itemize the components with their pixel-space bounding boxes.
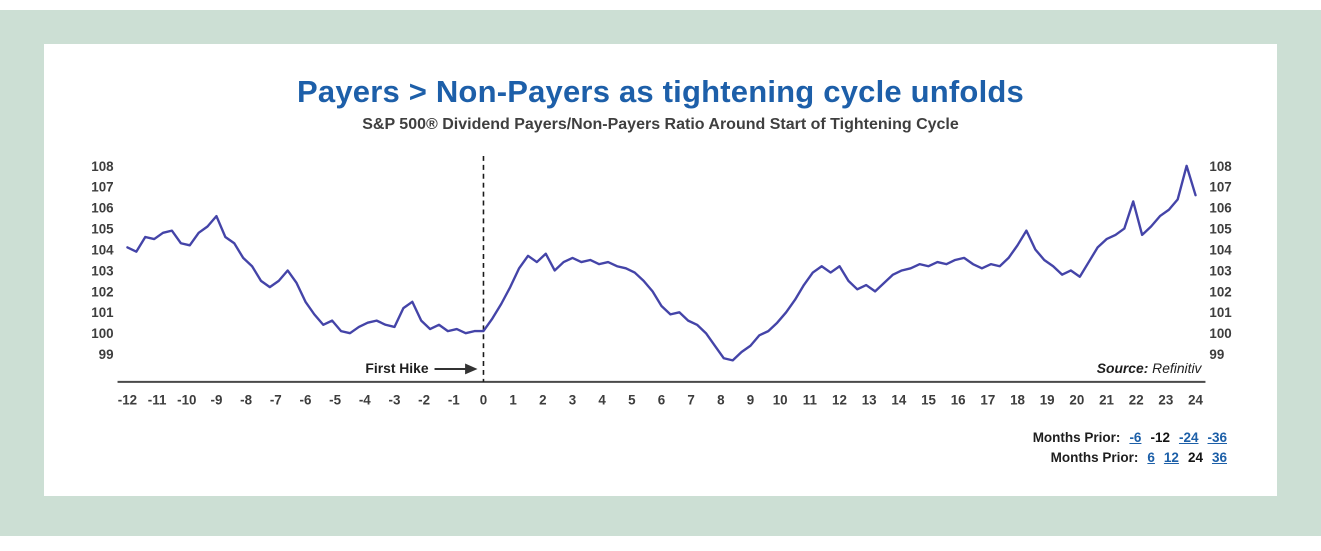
months-prior-label: Months Prior:: [1050, 449, 1139, 465]
x-axis-label: -10: [177, 393, 196, 408]
months-option-12[interactable]: 12: [1163, 449, 1179, 465]
x-axis-label: 10: [773, 393, 788, 408]
months-prior-label: Months Prior:: [1032, 429, 1121, 445]
x-axis-label: 3: [569, 393, 576, 408]
x-axis-label: -5: [329, 393, 341, 408]
y-axis-label-left: 103: [91, 263, 113, 278]
months-option-24: 24: [1187, 449, 1203, 465]
x-axis-label: -3: [389, 393, 401, 408]
x-axis-label: 20: [1069, 393, 1084, 408]
ratio-series-line: [126, 164, 1197, 362]
x-axis-label: 22: [1129, 393, 1144, 408]
months-option-6[interactable]: 6: [1147, 449, 1155, 465]
x-axis-label: 5: [628, 393, 636, 408]
x-axis-label: 6: [658, 393, 665, 408]
chart-card: Payers > Non-Payers as tightening cycle …: [44, 44, 1277, 496]
x-axis-label: 12: [832, 393, 847, 408]
x-axis-label: 16: [951, 393, 966, 408]
y-axis-label-left: 105: [91, 222, 114, 237]
x-axis-label: -12: [118, 393, 137, 408]
x-axis-label: 21: [1099, 393, 1114, 408]
y-axis-label-right: 101: [1209, 305, 1232, 320]
x-axis-label: -7: [270, 393, 282, 408]
y-axis-label-right: 107: [1209, 180, 1231, 195]
x-axis-label: 4: [598, 393, 606, 408]
months-option--36[interactable]: -36: [1207, 429, 1227, 445]
y-axis-label-left: 100: [91, 326, 113, 341]
x-axis-label: 19: [1040, 393, 1055, 408]
months-control-row: Months Prior: 6 12 24 36: [66, 450, 1227, 465]
x-axis-label: -2: [418, 393, 430, 408]
x-axis-label: 7: [687, 393, 694, 408]
y-axis-label-left: 104: [91, 242, 114, 257]
chart-title: Payers > Non-Payers as tightening cycle …: [297, 74, 1024, 109]
x-axis-label: 18: [1010, 393, 1025, 408]
x-axis-label: 8: [717, 393, 725, 408]
x-axis-label: -9: [211, 393, 223, 408]
months-option--24[interactable]: -24: [1178, 429, 1199, 445]
y-axis-label-left: 107: [91, 180, 113, 195]
x-axis-label: 0: [480, 393, 487, 408]
x-axis-label: 14: [891, 393, 906, 408]
months-option--6[interactable]: -6: [1129, 429, 1142, 445]
x-axis-label: 9: [747, 393, 754, 408]
months-option--12: -12: [1150, 429, 1170, 445]
first-hike-label: First Hike: [365, 360, 428, 376]
y-axis-label-right: 100: [1209, 326, 1231, 341]
y-axis-label-right: 105: [1209, 222, 1232, 237]
y-axis-label-right: 104: [1209, 242, 1232, 257]
y-axis-label-left: 108: [91, 159, 114, 174]
y-axis-label-right: 102: [1209, 284, 1231, 299]
x-axis-label: -4: [359, 393, 371, 408]
x-axis-label: 11: [803, 393, 818, 408]
y-axis-label-right: 108: [1209, 159, 1232, 174]
page-background: Payers > Non-Payers as tightening cycle …: [0, 10, 1321, 536]
x-axis-label: 23: [1158, 393, 1173, 408]
source-credit: Source: Refinitiv: [1097, 360, 1203, 376]
x-axis-label: -6: [300, 393, 312, 408]
x-axis-label: 13: [862, 393, 877, 408]
x-axis-label: 2: [539, 393, 546, 408]
months-option-36[interactable]: 36: [1211, 449, 1227, 465]
chart-subtitle: S&P 500® Dividend Payers/Non-Payers Rati…: [362, 116, 959, 133]
y-axis-label-right: 106: [1209, 201, 1231, 216]
first-hike-arrowhead: [465, 363, 478, 375]
y-axis-label-left: 102: [91, 284, 113, 299]
x-axis-label: 15: [921, 393, 936, 408]
y-axis-label-right: 99: [1209, 347, 1224, 362]
x-axis-label: 1: [509, 393, 517, 408]
x-axis-label: -8: [240, 393, 252, 408]
y-axis-label-left: 101: [91, 305, 114, 320]
y-axis-label-left: 106: [91, 201, 113, 216]
x-axis-label: 24: [1188, 393, 1203, 408]
x-axis-label: 17: [980, 393, 995, 408]
x-axis-label: -1: [448, 393, 460, 408]
months-control-row: Months Prior: -6 -12 -24 -36: [66, 430, 1227, 445]
months-prior-controls: Months Prior: -6 -12 -24 -36 Months Prior: 6 12…: [66, 430, 1255, 465]
y-axis-label-left: 99: [99, 347, 114, 362]
y-axis-label-right: 103: [1209, 263, 1231, 278]
x-axis-label: -11: [148, 393, 167, 408]
